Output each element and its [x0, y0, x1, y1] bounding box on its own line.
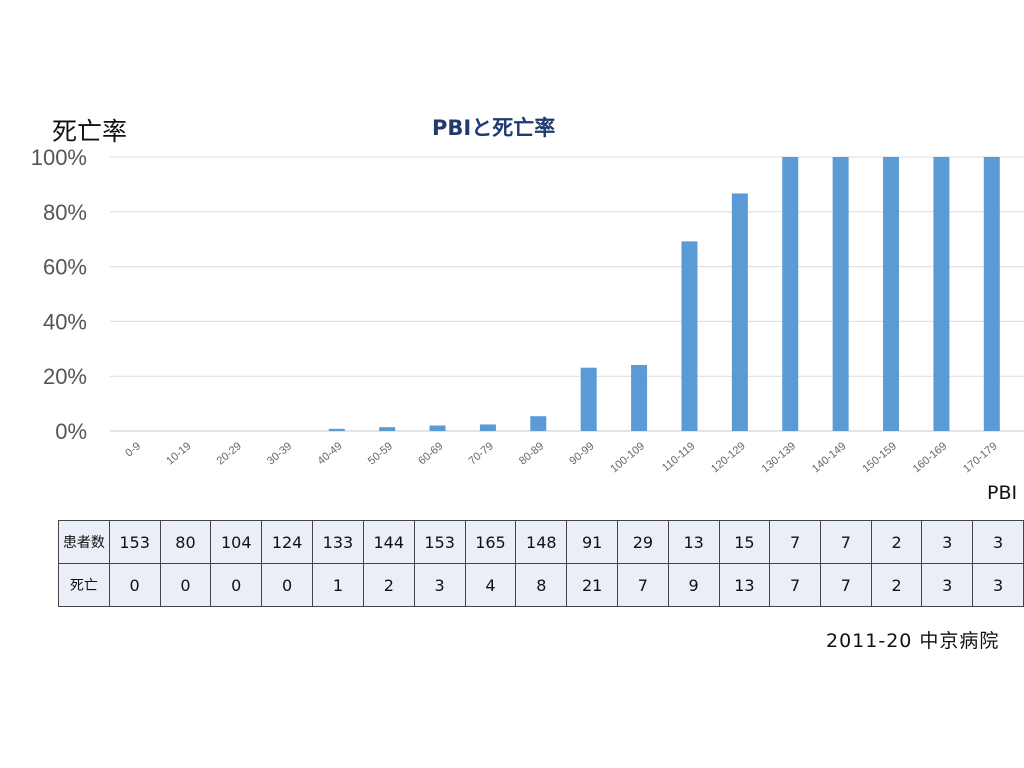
- chart-title: PBIと死亡率: [432, 116, 556, 140]
- table-cell: 8: [515, 563, 568, 607]
- x-tick-label: 90-99: [567, 440, 596, 467]
- table-cell: 15: [718, 520, 771, 564]
- x-tick-label: 10-19: [164, 440, 193, 467]
- x-tick-label: 60-69: [416, 440, 445, 467]
- y-axis-label: 死亡率: [52, 117, 128, 146]
- bar: [883, 157, 900, 431]
- table-cell: 144: [362, 520, 415, 564]
- table-cell: 165: [464, 520, 517, 564]
- bar: [530, 416, 547, 431]
- table-cell: 0: [210, 563, 263, 607]
- table-cell: 0: [108, 563, 161, 607]
- table-cell: 7: [820, 563, 872, 607]
- table-cell: 13: [718, 563, 771, 607]
- x-axis-label: PBI: [987, 482, 1018, 504]
- bar: [479, 424, 496, 431]
- bar: [379, 427, 396, 431]
- bar: [681, 241, 698, 431]
- table-cell: 21: [566, 563, 618, 607]
- table-cell: 153: [413, 520, 466, 564]
- x-tick-label: 150-159: [860, 440, 899, 475]
- x-tick-label: 170-179: [961, 440, 1000, 475]
- x-tick-label: 110-119: [660, 440, 697, 474]
- bar: [631, 364, 648, 431]
- table-cell: 29: [617, 520, 669, 564]
- x-tick-label: 120-129: [709, 440, 748, 475]
- x-tick-label: 40-49: [315, 440, 344, 467]
- x-tick-label: 100-109: [608, 440, 647, 475]
- table-cell: 1: [312, 563, 364, 607]
- table-cell: 80: [159, 520, 212, 564]
- bar: [731, 193, 748, 431]
- y-tick-label: 80%: [43, 200, 87, 225]
- bar: [580, 367, 597, 431]
- bar: [983, 157, 1000, 431]
- x-tick-label: 50-59: [366, 440, 395, 467]
- row-header-patients: 患者数: [58, 520, 110, 564]
- table-row-patients: 患者数 153 80 104 124 133 144 153 165 148 9…: [58, 520, 1024, 564]
- bar: [429, 425, 446, 431]
- x-tick-label: 80-89: [517, 440, 546, 467]
- bar: [782, 157, 799, 431]
- table-cell: 3: [972, 563, 1024, 607]
- bar-chart: 0% 20% 40% 60% 80% 100% 0-9 10-19 20-29 30-39 40-4…: [31, 145, 1024, 475]
- x-tick-label: 160-169: [911, 440, 950, 475]
- table-cell: 2: [870, 563, 923, 607]
- y-tick-label: 100%: [31, 145, 87, 170]
- table-cell: 3: [921, 563, 974, 607]
- table-cell: 3: [413, 563, 466, 607]
- table-cell: 2: [870, 520, 923, 564]
- table-cell: 133: [312, 520, 364, 564]
- table-cell: 4: [464, 563, 517, 607]
- source-note: 2011-20 中京病院: [826, 630, 1000, 652]
- table-row-deaths: 死亡 0 0 0 0 1 2 3 4 8 21 7 9 13 7 7 2 3 3: [58, 563, 1024, 607]
- table-cell: 7: [769, 520, 821, 564]
- table-cell: 124: [261, 520, 314, 564]
- bar: [328, 428, 345, 431]
- table-cell: 7: [820, 520, 872, 564]
- table-cell: 104: [210, 520, 263, 564]
- x-tick-label: 70-79: [467, 440, 496, 467]
- y-tick-label: 60%: [43, 255, 87, 280]
- table-cell: 9: [667, 563, 720, 607]
- table-cell: 7: [769, 563, 821, 607]
- table-cell: 0: [261, 563, 314, 607]
- x-tick-label: 20-29: [215, 440, 244, 467]
- table-cell: 153: [108, 520, 161, 564]
- x-tick-label: 130-139: [760, 440, 799, 475]
- table-cell: 3: [972, 520, 1024, 564]
- data-table: 患者数 153 80 104 124 133 144 153 165 148 9…: [58, 520, 1024, 607]
- x-tick-label: 0-9: [123, 440, 143, 459]
- table-cell: 148: [515, 520, 568, 564]
- y-tick-label: 0%: [55, 419, 87, 444]
- table-cell: 91: [566, 520, 618, 564]
- table-cell: 13: [667, 520, 720, 564]
- x-tick-label: 140-149: [810, 440, 849, 475]
- y-tick-label: 20%: [43, 364, 87, 389]
- table-cell: 3: [921, 520, 974, 564]
- row-header-deaths: 死亡: [58, 563, 110, 607]
- x-tick-label: 30-39: [265, 440, 294, 467]
- bar: [832, 157, 849, 431]
- table-cell: 7: [617, 563, 669, 607]
- bar: [933, 157, 950, 431]
- y-tick-label: 40%: [43, 309, 87, 334]
- table-cell: 0: [159, 563, 212, 607]
- table-cell: 2: [362, 563, 415, 607]
